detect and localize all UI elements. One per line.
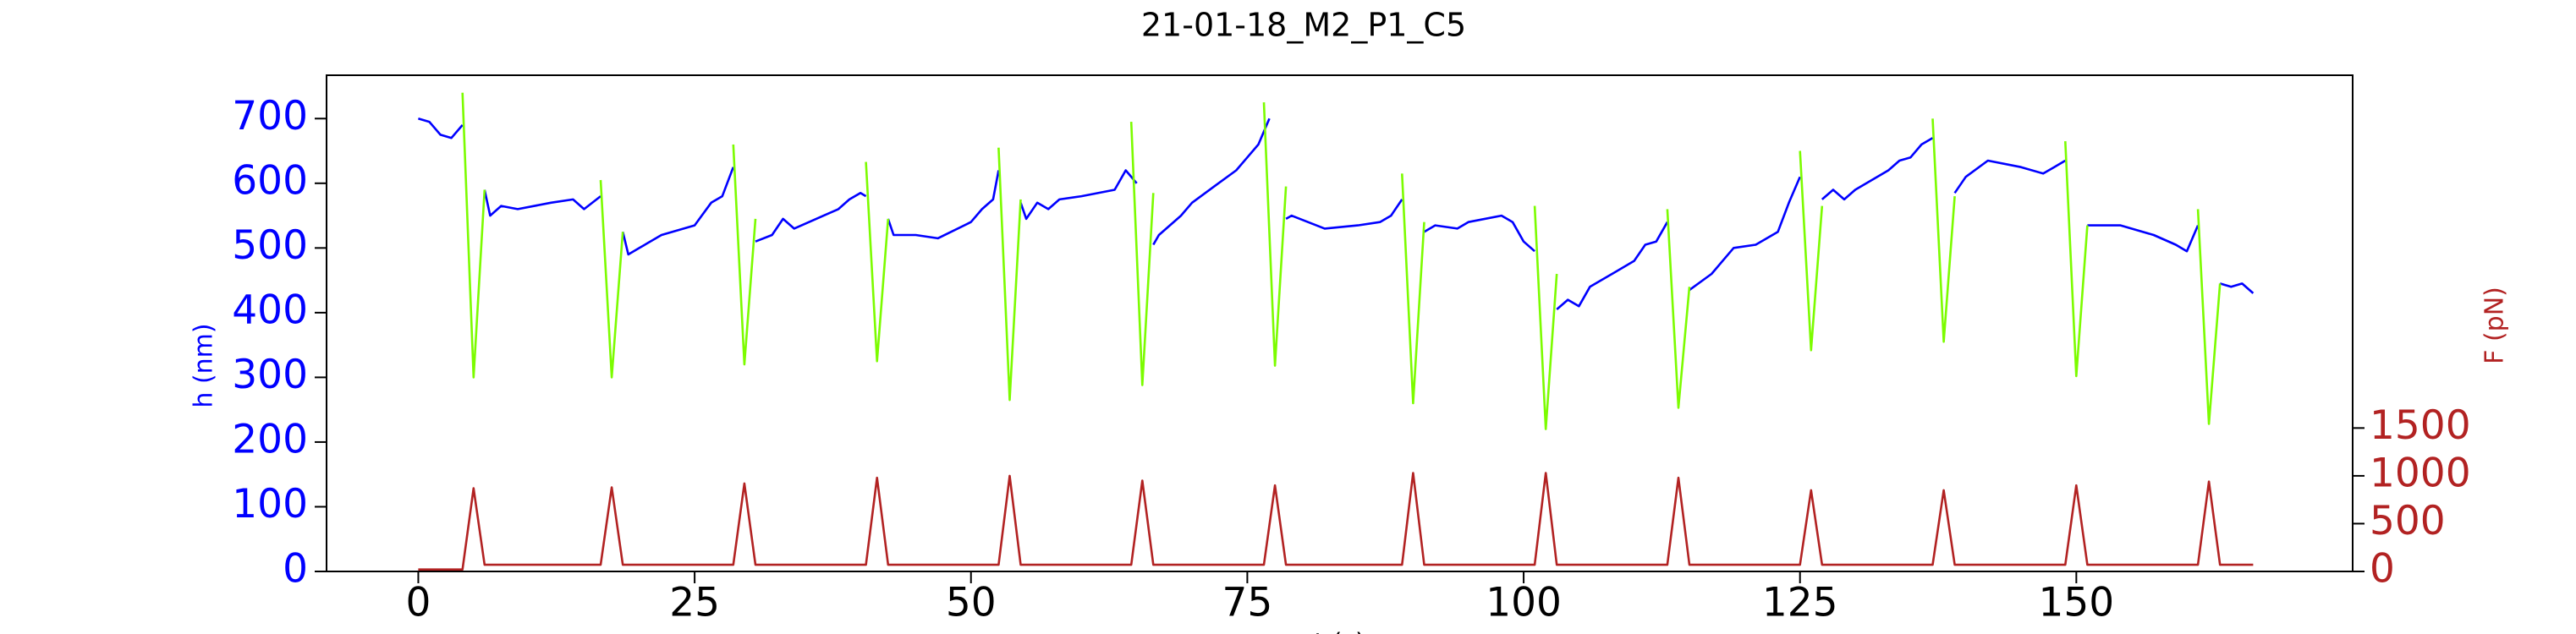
y2-tick-label: 1000 <box>2370 450 2471 496</box>
y-tick-label: 100 <box>232 481 308 527</box>
data-line <box>418 118 2255 310</box>
data-line <box>418 472 2254 571</box>
x-tick-label: 25 <box>669 580 720 626</box>
y2-tick-label: 1500 <box>2370 402 2471 449</box>
y-tick-label: 500 <box>232 222 308 269</box>
y-tick-label: 600 <box>232 157 308 204</box>
x-tick-label: 125 <box>1762 580 1838 626</box>
y2-tick-label: 500 <box>2370 498 2446 544</box>
chart-title: 21-01-18_M2_P1_C5 <box>1141 7 1466 44</box>
x-tick-label: 100 <box>1486 580 1562 626</box>
y-tick-label: 400 <box>232 287 308 333</box>
x-tick-label: 150 <box>2038 580 2114 626</box>
y2-axis-label: F (pN) <box>2480 287 2510 364</box>
x-axis-label: t (s) <box>1314 629 1365 634</box>
x-tick-label: 50 <box>946 580 997 626</box>
y-tick-label: 200 <box>232 416 308 462</box>
x-tick-label: 0 <box>405 580 431 626</box>
plot-frame <box>326 74 2354 572</box>
y-tick-label: 300 <box>232 352 308 398</box>
y-axis-label: h (nm) <box>189 323 219 407</box>
y-tick-label: 700 <box>232 93 308 139</box>
y2-tick-label: 0 <box>2370 546 2395 593</box>
y-tick-label: 0 <box>283 546 308 593</box>
data-line <box>461 92 2222 430</box>
x-tick-label: 75 <box>1222 580 1272 626</box>
